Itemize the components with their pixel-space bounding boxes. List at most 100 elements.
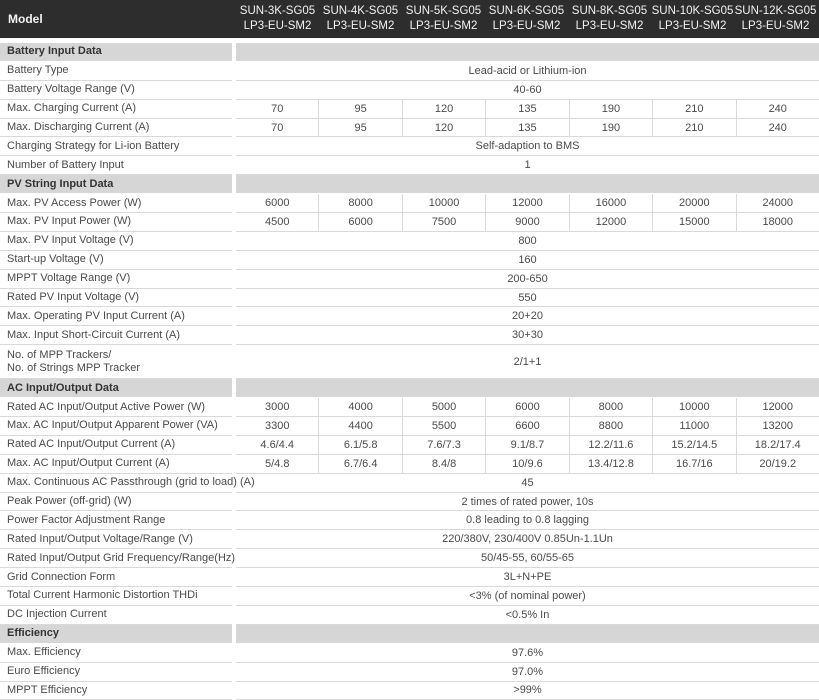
row-label-cell: MPPT Voltage Range (V) xyxy=(0,270,232,289)
model-column-header: SUN-5K-SG05 LP3-EU-SM2 xyxy=(402,4,485,34)
shared-value-cell: 97.6% xyxy=(511,646,544,659)
table-row: Max. PV Input Voltage (V) 800 xyxy=(0,232,819,251)
value-cell: 6.1/5.8 xyxy=(318,435,401,454)
row-values: <0.5% In xyxy=(236,606,819,625)
row-label-cell: Number of Battery Input xyxy=(0,156,232,176)
table-row: Battery Voltage Range (V) 40-60 xyxy=(0,81,819,100)
row-label-cell: Max. Input Short-Circuit Current (A) xyxy=(0,326,232,346)
shared-value-cell: 550 xyxy=(518,291,537,304)
value-cell: 120 xyxy=(401,118,485,137)
row-label: Euro Efficiency xyxy=(7,665,81,678)
shared-value-cell: 220/380V, 230/400V 0.85Un-1.1Un xyxy=(442,533,613,546)
row-label-cell: Max. Discharging Current (A) xyxy=(0,119,232,138)
value-cell: 3300 xyxy=(264,419,290,432)
shared-value-cell: 40-60 xyxy=(513,83,542,96)
value-cell: 8.4/8 xyxy=(401,454,485,473)
row-values: 2/1+1 xyxy=(236,345,819,380)
section-header: AC Input/Output Data xyxy=(0,379,819,399)
row-label: Max. Continuous AC Passthrough (grid to … xyxy=(7,476,255,489)
table-row: Rated AC Input/Output Active Power (W) 30… xyxy=(0,398,819,418)
model-variant: LP3-EU-SM2 xyxy=(326,20,395,32)
value-cell: 7.6/7.3 xyxy=(401,435,485,454)
model-variant: LP3-EU-SM2 xyxy=(492,20,561,32)
row-label: Number of Battery Input xyxy=(7,158,124,171)
row-label-cell: Grid Connection Form xyxy=(0,568,232,588)
row-label-cell: Rated PV Input Voltage (V) xyxy=(0,289,232,308)
row-label-cell: Max. Efficiency xyxy=(0,644,232,663)
model-column-header: SUN-10K-SG05 LP3-EU-SM2 xyxy=(651,4,734,34)
value-cell: 9000 xyxy=(485,213,568,231)
value-cell: 3000 xyxy=(264,401,290,414)
row-label: Grid Connection Form xyxy=(7,570,116,583)
row-values: 0.8 leading to 0.8 lagging xyxy=(236,511,819,531)
model-name: SUN-3K-SG05 xyxy=(239,5,316,17)
row-values: 45 xyxy=(236,474,819,493)
shared-value-cell: 160 xyxy=(518,253,537,266)
row-values: 30+30 xyxy=(236,326,819,346)
row-values: 220/380V, 230/400V 0.85Un-1.1Un xyxy=(236,530,819,550)
model-name: SUN-12K-SG05 xyxy=(734,5,817,17)
model-name: SUN-6K-SG05 xyxy=(488,5,565,17)
table-row: Rated AC Input/Output Current (A) 4.6/4.4… xyxy=(0,435,819,455)
row-label: Rated AC Input/Output Active Power (W) xyxy=(7,400,206,413)
row-values: 4500 6000 7500 9000 12000 15000 18000 xyxy=(236,213,819,232)
value-cell: 135 xyxy=(485,99,568,118)
row-label: Rated Input/Output Voltage/Range (V) xyxy=(7,532,193,545)
value-cell: 6.7/6.4 xyxy=(318,454,401,473)
value-cell: 10000 xyxy=(652,398,735,417)
table-row: Max. Continuous AC Passthrough (grid to … xyxy=(0,474,819,493)
row-label-cell: Max. PV Access Power (W) xyxy=(0,194,232,214)
value-cell: 240 xyxy=(735,99,819,118)
row-label: Max. Operating PV Input Current (A) xyxy=(7,309,185,322)
row-label-cell: Rated AC Input/Output Active Power (W) xyxy=(0,398,232,418)
table-row: Max. AC Input/Output Current (A) 5/4.8 6.7… xyxy=(0,454,819,474)
value-cell: 18.2/17.4 xyxy=(735,435,819,454)
row-label: Max. AC Input/Output Apparent Power (VA) xyxy=(7,419,218,432)
row-label: No. of MPP Trackers/ xyxy=(7,348,112,361)
row-label: Rated Input/Output Grid Frequency/Range(… xyxy=(7,551,236,564)
value-cell: 5/4.8 xyxy=(264,457,290,470)
row-label: Rated AC Input/Output Current (A) xyxy=(7,438,176,451)
value-cell: 18000 xyxy=(735,213,819,231)
value-cell: 8000 xyxy=(318,194,401,213)
value-cell: 16000 xyxy=(568,194,652,213)
table-row: Battery Type Lead-acid or Lithium-ion xyxy=(0,62,819,81)
value-cell: 20000 xyxy=(652,194,735,213)
value-cell: 7500 xyxy=(401,213,485,231)
row-values: 550 xyxy=(236,289,819,308)
value-cell: 12000 xyxy=(568,213,652,231)
shared-value-cell: 2/1+1 xyxy=(513,355,542,368)
shared-value-cell: Lead-acid or Lithium-ion xyxy=(468,64,587,77)
value-cell: 120 xyxy=(401,99,485,118)
section-title: Battery Input Data xyxy=(0,43,232,62)
value-cell: 6000 xyxy=(485,398,568,417)
table-row: Number of Battery Input 1 xyxy=(0,156,819,176)
value-cell: 190 xyxy=(568,118,652,137)
row-label: Total Current Harmonic Distortion THDi xyxy=(7,589,198,602)
row-label-cell: Total Current Harmonic Distortion THDi xyxy=(0,587,232,606)
row-values: 5/4.8 6.7/6.4 8.4/8 10/9.6 13.4/12.8 16.7/16 2… xyxy=(236,454,819,474)
row-label: Max. PV Input Power (W) xyxy=(7,215,132,228)
table-header: Model SUN-3K-SG05 LP3-EU-SM2 SUN-4K-SG05 LP… xyxy=(0,0,819,38)
row-label: MPPT Voltage Range (V) xyxy=(7,272,131,285)
model-variant: LP3-EU-SM2 xyxy=(243,20,312,32)
row-label-cell: DC Injection Current xyxy=(0,606,232,625)
value-cell: 6000 xyxy=(318,213,401,231)
row-label-cell: Max. Charging Current (A) xyxy=(0,100,232,119)
row-label-cell: Rated AC Input/Output Current (A) xyxy=(0,436,232,455)
section-title: AC Input/Output Data xyxy=(0,379,232,399)
value-cell: 12000 xyxy=(735,398,819,417)
model-column-header: SUN-3K-SG05 LP3-EU-SM2 xyxy=(236,4,319,34)
shared-value-cell: 45 xyxy=(521,476,534,489)
row-values: 50/45-55, 60/55-65 xyxy=(236,549,819,569)
row-values: 2 times of rated power, 10s xyxy=(236,493,819,512)
shared-value-cell: 800 xyxy=(518,234,537,247)
shared-value-cell: 30+30 xyxy=(512,329,543,342)
value-cell: 4500 xyxy=(264,215,290,228)
row-label-cell: Charging Strategy for Li-ion Battery xyxy=(0,137,232,157)
table-row: Rated PV Input Voltage (V) 550 xyxy=(0,289,819,308)
value-cell: 95 xyxy=(318,118,401,137)
row-label: Rated PV Input Voltage (V) xyxy=(7,291,140,304)
row-label-cell: Start-up Voltage (V) xyxy=(0,251,232,270)
value-cell: 190 xyxy=(568,99,652,118)
